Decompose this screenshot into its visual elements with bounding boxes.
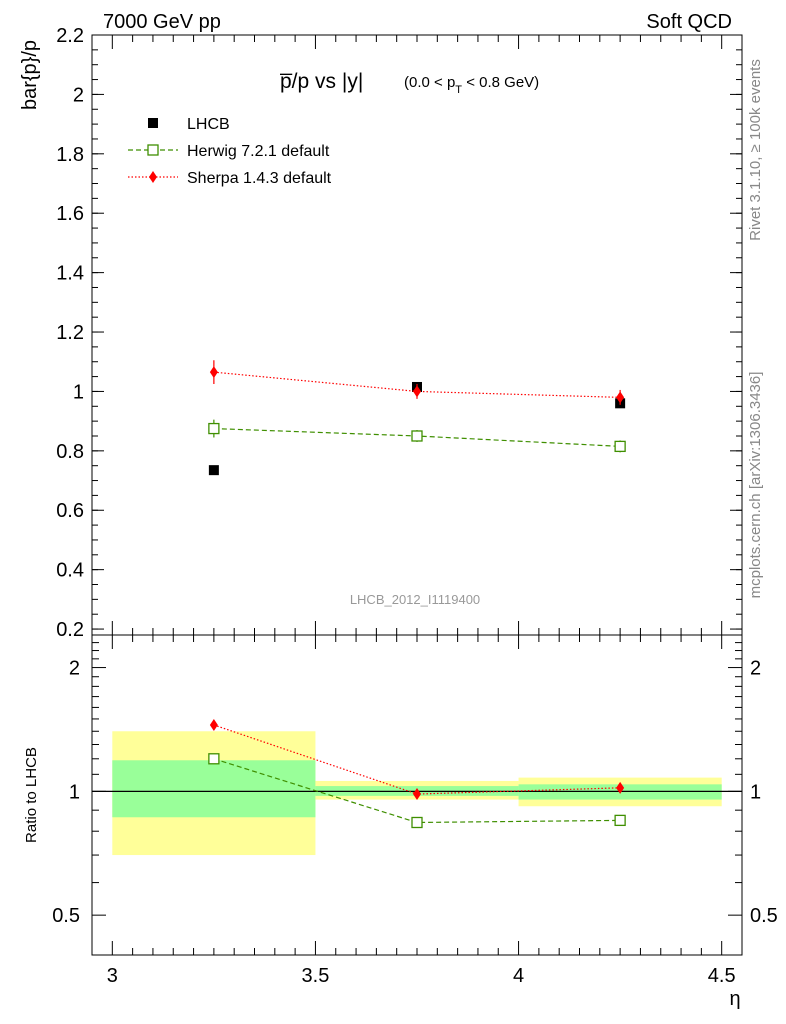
plot-title-main: p̅/p vs |y|	[279, 70, 363, 93]
legend-label-lhcb: LHCB	[187, 116, 230, 133]
ratio-panel: 0.5 0.5 1 1 2 2 3 3.5 4 4.5 Ratio to LHCB η	[23, 634, 778, 1010]
main-y-tick-label: 1.2	[56, 322, 84, 344]
sherpa-ratio-point	[413, 788, 421, 801]
main-y-label: bar{p}/p	[19, 40, 41, 110]
x-tick-label: 3	[107, 965, 118, 987]
main-y-tick-label: 0.8	[56, 441, 84, 463]
plot-title-range-left: (0.0 < p	[404, 74, 455, 91]
main-series-layer	[208, 360, 626, 476]
herwig-ratio-point	[411, 816, 423, 829]
legend-item-lhcb: LHCB	[148, 116, 230, 133]
main-y-tick-label: 0.4	[56, 560, 84, 582]
herwig-ratio-point	[208, 753, 220, 765]
main-y-tick-label: 0.6	[56, 500, 84, 522]
rivet-label: Rivet 3.1.10, ≥ 100k events	[747, 59, 764, 241]
ratio-y-tick-label: 1	[69, 781, 80, 803]
main-panel: 0.2 0.4 0.6 0.8 1 1.2 1.4 1.6 1.8 2 2.2 bar{p}/p p…	[19, 25, 743, 641]
ratio-series-layer	[208, 718, 626, 829]
lhcb-point	[208, 465, 219, 476]
sherpa-ratio-point	[209, 718, 218, 731]
ratio-bands-layer	[92, 731, 742, 856]
main-y-tick-label: 1.8	[56, 144, 84, 166]
herwig-point	[614, 440, 626, 453]
energy-label: 7000 GeV pp	[103, 11, 221, 33]
plot-title-range: (0.0 < pT < 0.8 GeV)	[404, 74, 539, 96]
legend-marker-sherpa	[149, 171, 157, 183]
ratio-y-tick-label-right: 1	[750, 781, 761, 803]
main-y-tick-label: 1.6	[56, 203, 84, 225]
x-tick-label: 4.5	[708, 965, 736, 987]
herwig-point	[411, 430, 423, 442]
legend-item-herwig: Herwig 7.2.1 default	[128, 143, 330, 160]
x-tick-label: 3.5	[302, 965, 330, 987]
plot-title-range-sub: T	[455, 84, 462, 96]
main-y-tick-label: 1	[73, 381, 84, 403]
ratio-y-tick-label: 0.5	[52, 905, 80, 927]
ratio-x-axis: 3 3.5 4 4.5	[107, 635, 736, 987]
main-y-axis: 0.2 0.4 0.6 0.8 1 1.2 1.4 1.6 1.8 2 2.2	[56, 25, 742, 641]
ratio-band-inner	[112, 760, 316, 818]
category-label: Soft QCD	[646, 11, 732, 33]
plot-title: p̅/p vs |y| (0.0 < pT < 0.8 GeV)	[279, 70, 539, 96]
ratio-y-tick-label-right: 2	[750, 658, 761, 680]
main-y-tick-label: 2	[73, 84, 84, 106]
main-x-ticks	[111, 35, 723, 635]
plot-title-range-right: < 0.8 GeV)	[462, 74, 539, 91]
main-y-tick-label: 2.2	[56, 25, 84, 47]
ratio-y-tick-label-right: 0.5	[750, 905, 778, 927]
legend-marker-lhcb	[148, 118, 158, 128]
main-y-tick-label: 0.2	[56, 619, 84, 641]
analysis-watermark: LHCB_2012_I1119400	[350, 592, 480, 607]
x-tick-label: 4	[513, 965, 524, 987]
legend-label-sherpa: Sherpa 1.4.3 default	[187, 170, 332, 187]
legend-label-herwig: Herwig 7.2.1 default	[187, 143, 330, 160]
legend-item-sherpa: Sherpa 1.4.3 default	[128, 170, 332, 187]
ratio-y-label: Ratio to LHCB	[23, 747, 40, 843]
sherpa-point	[413, 385, 421, 398]
mcplots-label: mcplots.cern.ch [arXiv:1306.3436]	[747, 372, 764, 599]
sherpa-point	[209, 366, 218, 379]
herwig-point	[208, 422, 220, 435]
sherpa-point	[616, 391, 625, 404]
ratio-y-axis: 0.5 0.5 1 1 2 2	[52, 642, 778, 927]
herwig-ratio-point	[614, 814, 626, 827]
sherpa-ratio-point	[616, 781, 625, 794]
ratio-y-tick-label: 2	[69, 658, 80, 680]
legend: LHCB Herwig 7.2.1 default Sherpa 1.4.3 d…	[128, 116, 332, 187]
main-y-tick-label: 1.4	[56, 263, 84, 285]
legend-marker-herwig	[147, 144, 159, 156]
x-axis-label: η	[729, 988, 740, 1010]
